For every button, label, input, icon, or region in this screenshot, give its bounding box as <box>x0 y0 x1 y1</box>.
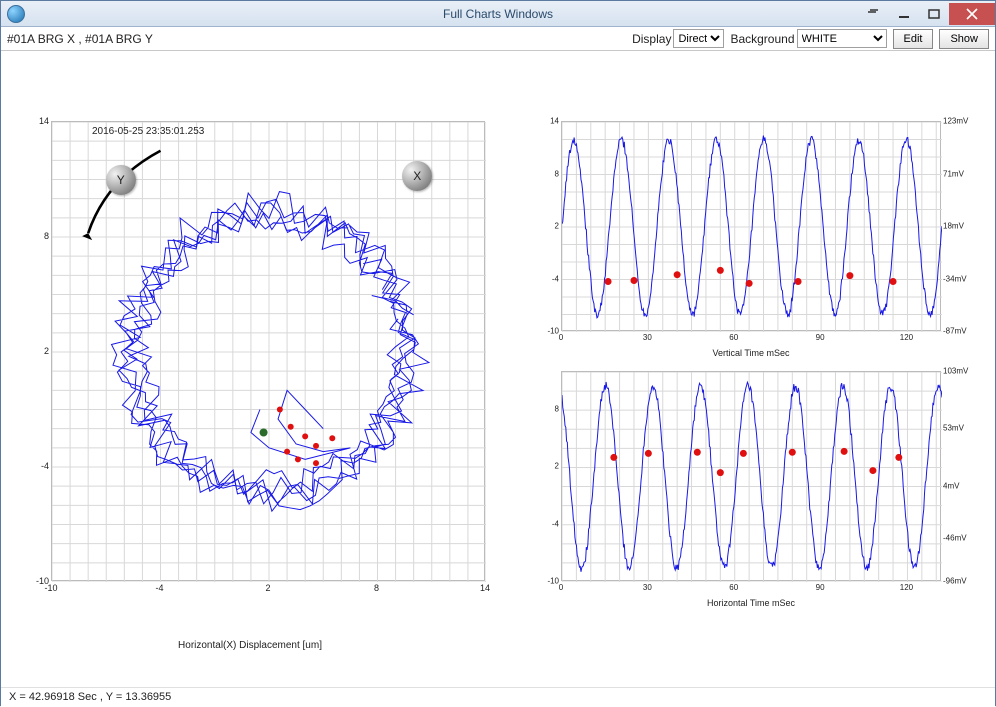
wave-top-xlabel: Vertical Time mSec <box>712 348 789 358</box>
orbit-sphere-x: X <box>402 161 432 191</box>
edit-button[interactable]: Edit <box>893 29 934 49</box>
wave-bot-y-ticks: -10-428 <box>541 371 559 581</box>
orbit-sphere-y: Y <box>106 165 136 195</box>
orbit-chart: Vertical(Y) Displacement [um] -10-42814 … <box>15 121 485 621</box>
window-buttons <box>859 3 995 25</box>
window-title: Full Charts Windows <box>443 7 553 21</box>
background-label: Background <box>730 32 794 46</box>
orbit-xlabel: Horizontal(X) Displacement [um] <box>178 640 322 651</box>
wave-bot-xlabel: Horizontal Time mSec <box>707 598 795 608</box>
minimize-icon[interactable] <box>889 3 919 25</box>
orbit-plot[interactable]: 2016-05-25 23:35:01.253 Y X <box>51 121 485 581</box>
toolbar: #01A BRG X , #01A BRG Y Display Direct B… <box>1 27 995 51</box>
wave-bot-chart: Amp : Displacement [um] -10-428 103mV53m… <box>531 371 971 606</box>
chart-area: Vertical(Y) Displacement [um] -10-42814 … <box>1 51 995 687</box>
orbit-y-ticks: -10-42814 <box>27 121 49 581</box>
maximize-icon[interactable] <box>919 3 949 25</box>
app-icon <box>7 5 25 23</box>
status-text: X = 42.96918 Sec , Y = 13.36955 <box>9 691 171 703</box>
show-button[interactable]: Show <box>939 29 989 49</box>
background-select[interactable]: WHITE <box>797 29 887 48</box>
restore-down-icon[interactable] <box>859 3 889 25</box>
display-label: Display <box>632 32 671 46</box>
channel-label: #01A BRG X , #01A BRG Y <box>7 32 626 46</box>
display-select[interactable]: Direct <box>673 29 724 48</box>
wave-bot-plot[interactable] <box>561 371 941 581</box>
titlebar: Full Charts Windows <box>1 1 995 27</box>
orbit-timestamp: 2016-05-25 23:35:01.253 <box>92 126 204 137</box>
wave-top-plot[interactable] <box>561 121 941 331</box>
close-icon[interactable] <box>949 3 995 25</box>
wave-bot-x-ticks: 0306090120 <box>561 583 941 595</box>
wave-top-y2-ticks: 123mV71mV18mV-34mV-87mV <box>943 121 983 331</box>
wave-top-x-ticks: 0306090120 <box>561 333 941 345</box>
wave-top-chart: Amp : Displacement [um] -10-42814 123mV7… <box>531 121 971 356</box>
orbit-x-ticks: -10-42814 <box>51 583 485 597</box>
wave-top-y-ticks: -10-42814 <box>541 121 559 331</box>
status-bar: X = 42.96918 Sec , Y = 13.36955 <box>1 687 995 707</box>
wave-bot-y2-ticks: 103mV53mV4mV-46mV-96mV <box>943 371 983 581</box>
